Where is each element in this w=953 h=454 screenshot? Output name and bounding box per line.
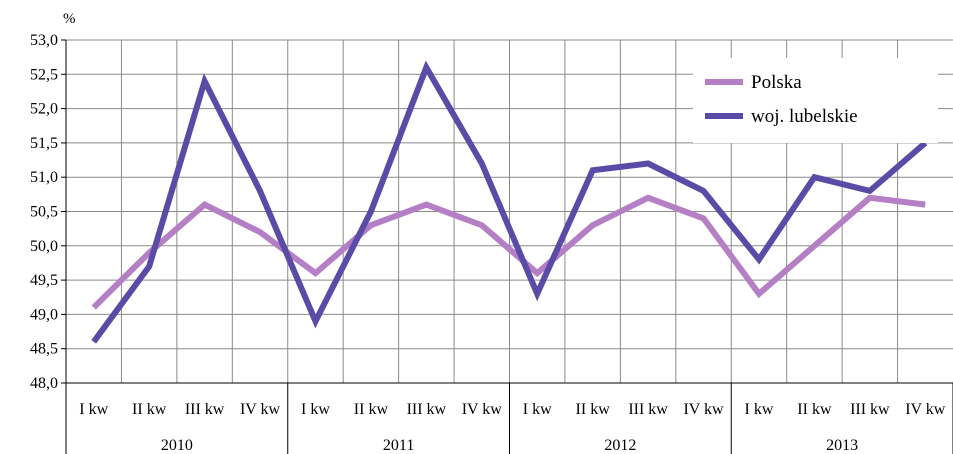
y-tick-label: 49,0 (30, 306, 58, 323)
y-tick-label: 53,0 (30, 32, 58, 49)
x-group-label: 2012 (604, 437, 636, 454)
legend-label: Polska (751, 72, 802, 93)
data-series (91, 60, 928, 344)
x-tick-label: III kw (185, 401, 225, 418)
y-tick-label: 52,0 (30, 101, 58, 118)
x-tick-label: I kw (523, 401, 552, 418)
x-tick-label: IV kw (905, 401, 946, 418)
x-tick-label: III kw (407, 401, 447, 418)
x-tick-label: IV kw (462, 401, 503, 418)
x-tick-label: III kw (628, 401, 668, 418)
y-tick-label: 50,0 (30, 238, 58, 255)
legend-label: woj. lubelskie (751, 106, 858, 127)
x-tick-label: IV kw (240, 401, 281, 418)
y-tick-labels: 48,0 48,5 49,0 49,5 50,0 50,5 51,0 51,5 52,0 52,5… (30, 32, 58, 392)
x-tick-label: II kw (797, 401, 832, 418)
x-group-labels: 2010 2011 2012 2013 (161, 437, 858, 454)
x-group-label: 2011 (383, 437, 414, 454)
x-tick-label: II kw (354, 401, 389, 418)
series-line-0 (91, 194, 926, 310)
gridlines (66, 39, 953, 384)
y-tick-label: 49,5 (30, 272, 58, 289)
x-tick-label: II kw (132, 401, 167, 418)
x-group-label: 2013 (826, 437, 858, 454)
x-tick-label: II kw (576, 401, 611, 418)
series-line-1 (91, 60, 928, 344)
x-group-label: 2010 (161, 437, 193, 454)
axes (61, 39, 953, 454)
y-tick-label: 48,0 (30, 375, 58, 392)
x-tick-label: I kw (745, 401, 774, 418)
x-tick-label: IV kw (683, 401, 724, 418)
x-tick-label: III kw (850, 401, 890, 418)
y-tick-label: 50,5 (30, 204, 58, 221)
x-tick-label: I kw (79, 401, 108, 418)
y-tick-label: 51,0 (30, 169, 58, 186)
y-axis-unit: % (63, 11, 76, 27)
x-tick-label: I kw (301, 401, 330, 418)
y-tick-label: 51,5 (30, 135, 58, 152)
y-tick-label: 52,5 (30, 66, 58, 83)
x-tick-labels: I kw II kw III kw IV kw I kw II kw III kw IV kw… (79, 401, 946, 418)
legend: Polska woj. lubelskie (693, 58, 938, 143)
legend-box (693, 58, 938, 143)
y-tick-label: 48,5 (30, 341, 58, 358)
